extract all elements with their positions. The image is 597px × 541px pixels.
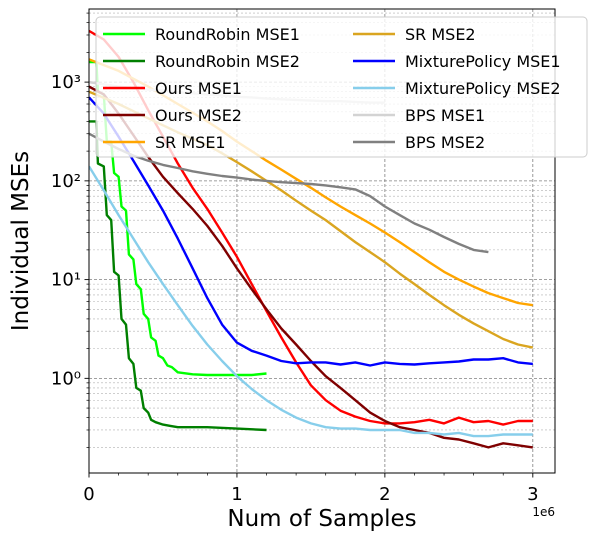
legend-label: RoundRobin MSE1 bbox=[155, 25, 300, 44]
series-line bbox=[89, 165, 533, 438]
y-tick-label: 10³ bbox=[51, 72, 81, 93]
legend-label: RoundRobin MSE2 bbox=[155, 52, 300, 71]
legend-label: BPS MSE1 bbox=[405, 106, 485, 125]
y-tick-label: 10⁰ bbox=[51, 368, 81, 389]
x-tick-label: 3 bbox=[527, 484, 538, 505]
y-tick-label: 10¹ bbox=[51, 270, 81, 291]
legend-label: MixturePolicy MSE2 bbox=[405, 79, 561, 98]
series-line bbox=[89, 132, 489, 254]
x-offset-label: 1e6 bbox=[532, 505, 555, 519]
ticks bbox=[84, 12, 534, 478]
legend-label: SR MSE2 bbox=[405, 25, 476, 44]
x-tick-label: 0 bbox=[83, 484, 94, 505]
x-tick-label: 2 bbox=[379, 484, 390, 505]
y-tick-label: 10² bbox=[51, 171, 81, 192]
series-line bbox=[89, 96, 533, 367]
legend: RoundRobin MSE1 RoundRobin MSE2 Ours MSE1 O… bbox=[95, 16, 588, 158]
legend-label: SR MSE1 bbox=[155, 133, 226, 152]
tick-labels: 10⁰ 10¹ 10² 10³ 0 1 2 3 bbox=[51, 72, 539, 505]
plot-frame bbox=[88, 8, 556, 474]
y-axis-label: Individual MSEs bbox=[8, 151, 34, 331]
x-axis-label: Num of Samples bbox=[227, 506, 416, 532]
legend-box bbox=[95, 16, 588, 158]
series-line bbox=[89, 120, 267, 432]
legend-label: MixturePolicy MSE1 bbox=[405, 52, 561, 71]
series-line bbox=[89, 85, 533, 449]
legend-label: BPS MSE2 bbox=[405, 133, 485, 152]
legend-label: Ours MSE1 bbox=[155, 79, 242, 98]
x-tick-label: 1 bbox=[231, 484, 242, 505]
legend-label: Ours MSE2 bbox=[155, 106, 242, 125]
